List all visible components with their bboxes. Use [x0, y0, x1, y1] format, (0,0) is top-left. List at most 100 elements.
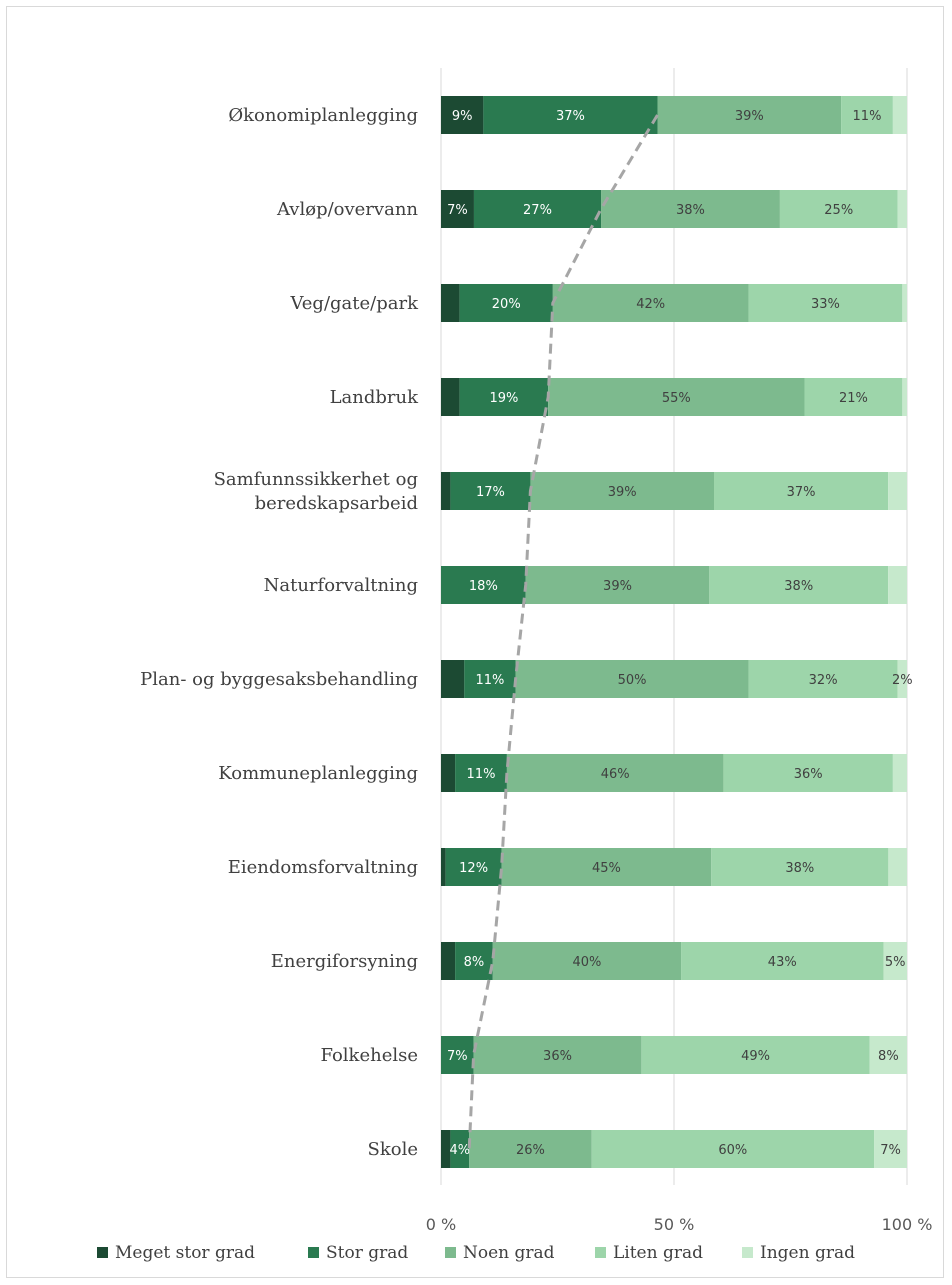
bar-segment — [869, 1036, 907, 1074]
bar-segment — [601, 190, 780, 228]
bar-segment — [473, 190, 602, 228]
bar-segment — [441, 660, 465, 698]
bar-segment — [902, 378, 907, 416]
data-label: 38% — [784, 579, 813, 594]
bar-segment — [804, 378, 903, 416]
category-label: Naturforvaltning — [264, 575, 418, 596]
bar-segment — [883, 942, 907, 980]
data-label: 49% — [741, 1049, 770, 1064]
bar-segment — [552, 284, 749, 322]
bar-segment — [548, 378, 805, 416]
category-label: Samfunnssikkerhet og beredskapsarbeid — [214, 469, 418, 514]
bar-segment — [441, 96, 484, 134]
data-label: 8% — [878, 1049, 899, 1064]
data-label: 33% — [811, 297, 840, 312]
data-label: 9% — [452, 109, 473, 124]
bar-segment — [501, 848, 712, 886]
data-label: 7% — [447, 203, 468, 218]
bar-segment — [888, 566, 907, 604]
bar-segment — [483, 96, 658, 134]
data-label: 8% — [464, 955, 485, 970]
x-tick-label: 100 % — [882, 1215, 933, 1234]
cumulative-dashed-line — [467, 114, 659, 1150]
x-tick-label: 50 % — [654, 1215, 695, 1234]
data-label: 36% — [543, 1049, 572, 1064]
data-label: 42% — [636, 297, 665, 312]
data-label: 43% — [768, 955, 797, 970]
data-label: 12% — [459, 861, 488, 876]
bar-segment — [892, 754, 907, 792]
data-label: 50% — [618, 673, 647, 688]
bar-segment — [714, 472, 889, 510]
category-label: Landbruk — [330, 387, 420, 408]
bar-segment — [455, 754, 507, 792]
bar-segment — [888, 472, 907, 510]
legend-swatch — [308, 1247, 319, 1258]
data-label: 11% — [475, 673, 504, 688]
bar-segment — [445, 848, 502, 886]
bar-segment — [748, 660, 898, 698]
bar-segment — [459, 284, 553, 322]
data-label: 18% — [469, 579, 498, 594]
data-label: 39% — [608, 485, 637, 500]
bar-segment — [450, 1130, 470, 1168]
bar-segment — [525, 566, 710, 604]
legend-label: Ingen grad — [760, 1243, 855, 1263]
data-label: 38% — [785, 861, 814, 876]
data-label: 25% — [824, 203, 853, 218]
legend-swatch — [595, 1247, 606, 1258]
bar-segment — [441, 942, 456, 980]
bar-segment — [506, 754, 724, 792]
data-label: 21% — [839, 391, 868, 406]
bar-segment — [441, 1130, 451, 1168]
bar-segment — [591, 1130, 875, 1168]
bar-segment — [441, 472, 451, 510]
bar-segment — [441, 566, 526, 604]
data-label: 27% — [523, 203, 552, 218]
data-label: 20% — [492, 297, 521, 312]
bar-segment — [515, 660, 749, 698]
bar-segment — [441, 190, 474, 228]
category-label: Eiendomsforvaltning — [228, 857, 418, 878]
data-label: 7% — [447, 1049, 468, 1064]
bar-segment — [657, 96, 842, 134]
x-tick-label: 0 % — [426, 1215, 456, 1234]
bar-segment — [897, 660, 907, 698]
category-label: Veg/gate/park — [289, 293, 419, 314]
bar-segment — [459, 378, 549, 416]
data-label: 45% — [592, 861, 621, 876]
data-label: 4% — [450, 1143, 471, 1158]
bar-segment — [874, 1130, 907, 1168]
bar-segment — [723, 754, 893, 792]
data-label: 40% — [572, 955, 601, 970]
category-label: Energiforsyning — [271, 951, 418, 972]
bar-segment — [641, 1036, 870, 1074]
data-label: 39% — [735, 109, 764, 124]
data-label: 55% — [662, 391, 691, 406]
data-label: 5% — [885, 955, 906, 970]
bar-segment — [841, 96, 893, 134]
legend-label: Stor grad — [326, 1243, 408, 1263]
data-label: 26% — [516, 1143, 545, 1158]
legend-swatch — [742, 1247, 753, 1258]
data-label: 19% — [489, 391, 518, 406]
bar-segment — [492, 942, 682, 980]
data-label: 7% — [880, 1143, 901, 1158]
legend-swatch — [97, 1247, 108, 1258]
category-label: Folkehelse — [320, 1045, 418, 1066]
data-label: 11% — [853, 109, 882, 124]
bar-segment — [464, 660, 516, 698]
legend-swatch — [445, 1247, 456, 1258]
data-label: 37% — [787, 485, 816, 500]
bar-segment — [530, 472, 715, 510]
category-label: Avløp/overvann — [276, 199, 418, 220]
bar-segment — [892, 96, 907, 134]
bar-segment — [469, 1130, 592, 1168]
data-label: 36% — [794, 767, 823, 782]
category-label: Skole — [368, 1139, 418, 1160]
bar-segment — [711, 848, 889, 886]
category-label: Økonomiplanlegging — [228, 105, 418, 126]
data-label: 60% — [718, 1143, 747, 1158]
bar-segment — [455, 942, 493, 980]
